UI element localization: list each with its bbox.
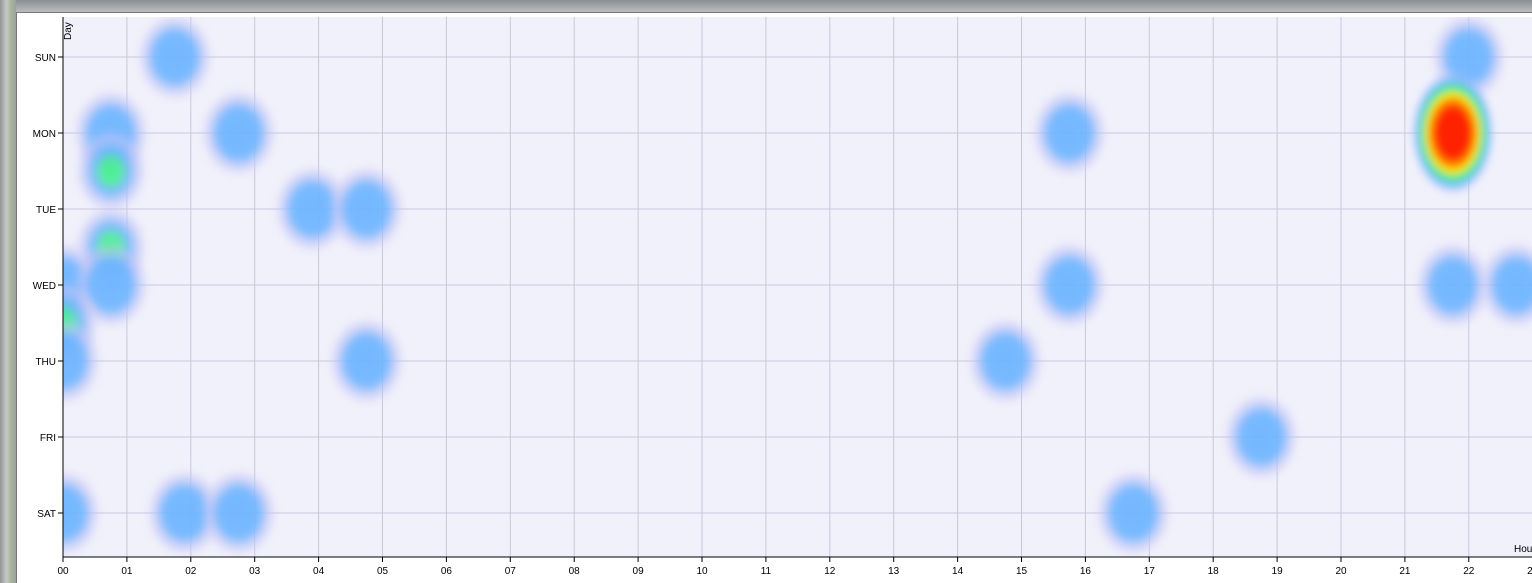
x-tick-label-10: 10: [696, 566, 708, 577]
x-tick-label-06: 06: [441, 566, 453, 577]
x-tick-label-04: 04: [313, 566, 325, 577]
x-tick-label-01: 01: [121, 566, 133, 577]
x-tick-label-22: 22: [1463, 566, 1475, 577]
y-tick-label-sun: SUN: [35, 53, 56, 64]
x-tick-label-12: 12: [824, 566, 836, 577]
heat-point-3: [200, 89, 277, 177]
x-tick-labels: 00 01 02 03 04 05 06 07 08 09 10 11 12 13 14 15 16 17 18 19…: [57, 566, 1532, 577]
frame-top-border: [0, 0, 1532, 12]
x-axis-title: Hour: [1514, 544, 1532, 555]
x-tick-label-19: 19: [1272, 566, 1284, 577]
heat-point-13: [1414, 241, 1491, 329]
x-tick-label-00: 00: [57, 566, 69, 577]
y-tick-label-thu: THU: [35, 357, 56, 368]
y-tick-label-sat: SAT: [37, 509, 56, 520]
heat-point-14: [1478, 241, 1532, 329]
heat-point-20: [63, 469, 101, 557]
x-tick-label-17: 17: [1144, 566, 1156, 577]
x-tick-label-11: 11: [761, 566, 772, 577]
heat-point-12: [1031, 241, 1108, 329]
y-axis-title: Day: [63, 22, 74, 40]
heat-point-4: [1031, 89, 1108, 177]
heat-point-18: [967, 317, 1044, 405]
heat-point-7: [274, 165, 351, 253]
heat-point-17: [328, 317, 405, 405]
y-tick-labels: SUN MON TUE WED THU FRI SAT: [33, 53, 57, 520]
x-tick-label-23: 23: [1527, 566, 1532, 577]
x-tick-label-07: 07: [505, 566, 517, 577]
axes: [58, 17, 1532, 562]
x-tick-label-15: 15: [1016, 566, 1028, 577]
y-tick-label-fri: FRI: [40, 433, 56, 444]
x-tick-label-18: 18: [1208, 566, 1220, 577]
heat-point-0: [136, 17, 213, 101]
x-tick-label-16: 16: [1080, 566, 1092, 577]
x-tick-label-09: 09: [633, 566, 645, 577]
y-tick-label-mon: MON: [33, 129, 56, 140]
x-tick-label-02: 02: [185, 566, 197, 577]
heat-point-6: [74, 129, 147, 213]
x-tick-label-14: 14: [952, 566, 964, 577]
plot-area: [63, 17, 1532, 557]
heat-blobs: [63, 17, 1532, 557]
x-tick-label-20: 20: [1335, 566, 1347, 577]
heat-point-23: [1095, 469, 1172, 557]
x-tick-label-21: 21: [1399, 566, 1411, 577]
x-tick-label-13: 13: [888, 566, 900, 577]
heat-point-22: [200, 469, 277, 557]
heat-point-8: [328, 165, 405, 253]
y-tick-label-wed: WED: [33, 281, 56, 292]
frame-left-border: [0, 0, 16, 583]
heat-point-21: [146, 469, 223, 557]
x-tick-label-08: 08: [569, 566, 581, 577]
x-tick-label-03: 03: [249, 566, 261, 577]
x-tick-label-05: 05: [377, 566, 389, 577]
heat-point-5: [1410, 71, 1495, 195]
heat-point-19: [1223, 393, 1300, 481]
y-tick-label-tue: TUE: [36, 205, 56, 216]
heat-point-16: [63, 317, 101, 405]
